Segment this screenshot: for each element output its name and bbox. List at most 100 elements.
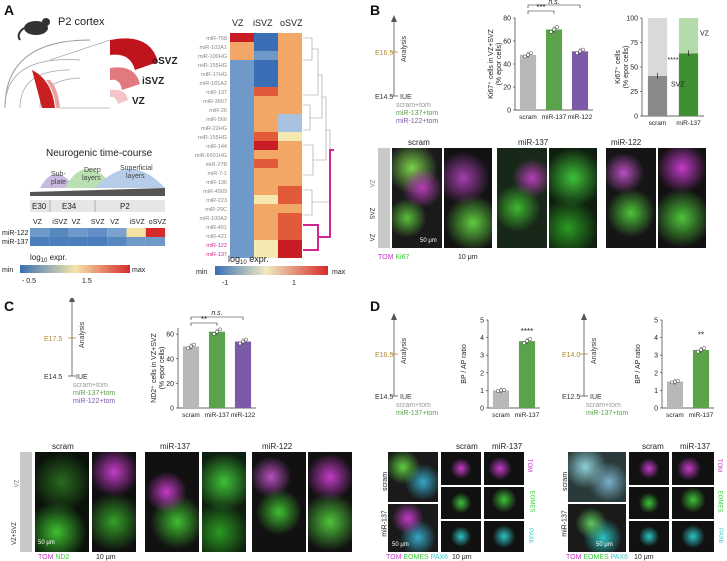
panel-c-figure: E17.5 Analysis E14.5 IUE scram+tom miR-1… (44, 298, 256, 419)
brain-title: P2 cortex (58, 16, 105, 28)
y-tick-label: 3 (654, 353, 658, 360)
d-right-zoom-scram-tom (629, 452, 669, 485)
timeline-d-right-bottom: E12.5 (562, 394, 580, 401)
timeline-c (68, 298, 76, 377)
small-heatmap: VZ iSVZ VZ SVZ VZ iSVZ oSVZ (30, 219, 167, 246)
timeline-d-left-bottom-label: IUE (400, 394, 412, 401)
x-tick-label: miR-122 (568, 114, 593, 121)
b-zone-label-3: VZ (370, 233, 377, 242)
timeline-b-bottom: E14.5 (375, 94, 393, 101)
chart-d2: 0 1 2 3 4 5 scram miR-137 BP / AP ratio ** (635, 318, 714, 419)
heatmap-cell (230, 240, 254, 249)
small-heatmap-cell (126, 228, 146, 237)
c-micrograph-scram-zoom (92, 452, 136, 552)
mirna-label: miR-566 (206, 117, 227, 123)
timeline-b (390, 15, 398, 97)
animal-icon (17, 18, 50, 41)
y-tick-label: 1 (480, 388, 484, 395)
bar (518, 341, 536, 408)
layer-label-subplate: Sub- (51, 171, 66, 178)
heatmap-cell (278, 204, 302, 213)
bar (519, 54, 537, 110)
c-micrograph-mir122-zoom (308, 452, 352, 552)
x-tick-label: miR-137 (689, 412, 714, 419)
timeline-d-left (390, 313, 398, 397)
heatmap-cell (254, 42, 278, 51)
small-heatmap-cell (68, 228, 88, 237)
d-left-col-title-1: scram (456, 442, 478, 451)
mirna-label: miR-17HG (201, 72, 227, 78)
heatmap-cell (230, 60, 254, 69)
timeline-d-right-cond-2: miR-137+tom (586, 410, 628, 417)
d-left-side-label-1: TOM (526, 458, 533, 473)
big-scale-tick-1: -1 (222, 280, 228, 287)
d-right-side-label-1: TOM (716, 458, 723, 473)
mirna-label: miR-136 (206, 180, 227, 186)
b-micrograph-mir137 (497, 148, 547, 248)
x-tick-label: scram (492, 412, 510, 419)
dendrogram-highlight (303, 149, 334, 251)
heatmap-cell (254, 177, 278, 186)
y-tick-label: 5 (480, 318, 484, 325)
d-right-scale-bar: 50 μm (596, 542, 613, 548)
heatmap-cell (254, 204, 278, 213)
y-tick-label: 4 (480, 335, 484, 342)
sig-bracket (527, 4, 581, 8)
mirna-label: miR-421 (206, 234, 227, 240)
timecourse-title: Neurogenic time-course (46, 148, 153, 159)
d-left-scale-bar: 50 μm (392, 542, 409, 548)
mirna-label: miR-223 (206, 198, 227, 204)
heatmap-cell (278, 132, 302, 141)
timeline-c-cond-3: miR-122+tom (73, 398, 115, 405)
timeline-d-right (580, 313, 588, 397)
data-point (670, 380, 674, 385)
d-left-micrograph-mir137 (388, 504, 438, 552)
bar (545, 29, 563, 110)
heatmap-cell (254, 123, 278, 132)
b-micro-title-1: scram (408, 138, 430, 147)
x-tick-label: miR-137 (205, 412, 230, 419)
sig-label: ** (201, 315, 207, 324)
timeline-b-cond-1: scram+tom (396, 102, 431, 109)
timeline-d-left-top-label: Analysis (401, 337, 408, 364)
sig-bracket (190, 322, 218, 326)
y-axis-label: BP / AP ratio (635, 344, 642, 384)
panel-letter-b: B (370, 2, 381, 18)
heatmap-cell (230, 123, 254, 132)
heatmap-cell (230, 141, 254, 150)
sig-label: n.s. (548, 0, 559, 6)
data-point (552, 27, 556, 32)
d-right-col-title-1: scram (642, 442, 664, 451)
y-tick-label: 0 (507, 108, 511, 115)
x-tick-label: miR-122 (231, 412, 256, 419)
data-point (218, 327, 222, 332)
small-heatmap-col-label: iSVZ (130, 219, 146, 226)
timeline-c-cond-2: miR-137+tom (73, 390, 115, 397)
small-heatmap-cell (68, 237, 88, 246)
data-point (496, 389, 500, 393)
d-left-zoom-scram-tom (441, 452, 481, 485)
heatmap-cell (278, 141, 302, 150)
data-point (581, 47, 585, 52)
d-right-side-label-3: PAX6 (716, 528, 723, 543)
d-right-zoom-mir137-eomes (672, 487, 714, 519)
data-point (575, 51, 579, 55)
timeline-d-left-cond-2: miR-137+tom (396, 410, 438, 417)
timeline-b-cond-3: miR-122+tom (396, 118, 438, 125)
heatmap-cell (278, 150, 302, 159)
heatmap-cell (254, 96, 278, 105)
c-marker-legend: TOM ND2 (38, 554, 70, 561)
heatmap-cell (278, 222, 302, 231)
stack-label-vz: VZ (700, 31, 710, 38)
y-tick-label: 80 (503, 16, 511, 23)
small-heatmap-col-label: VZ (33, 219, 43, 226)
d-right-zoom-scram-pax6 (629, 521, 669, 552)
y-axis-label: BP / AP ratio (461, 344, 468, 384)
sig-label: **** (521, 327, 533, 336)
x-tick-label: scram (649, 120, 667, 127)
heatmap-cell (278, 123, 302, 132)
zone-label-isvz: iSVZ (142, 76, 164, 87)
c-micrograph-mir122 (252, 452, 306, 552)
panel-b-figure: E16.5 Analysis E14.5 IUE scram+tom miR-1… (375, 0, 710, 127)
panel-d-figure: E16.5 Analysis E14.5 IUE scram+tom miR-1… (375, 313, 714, 419)
